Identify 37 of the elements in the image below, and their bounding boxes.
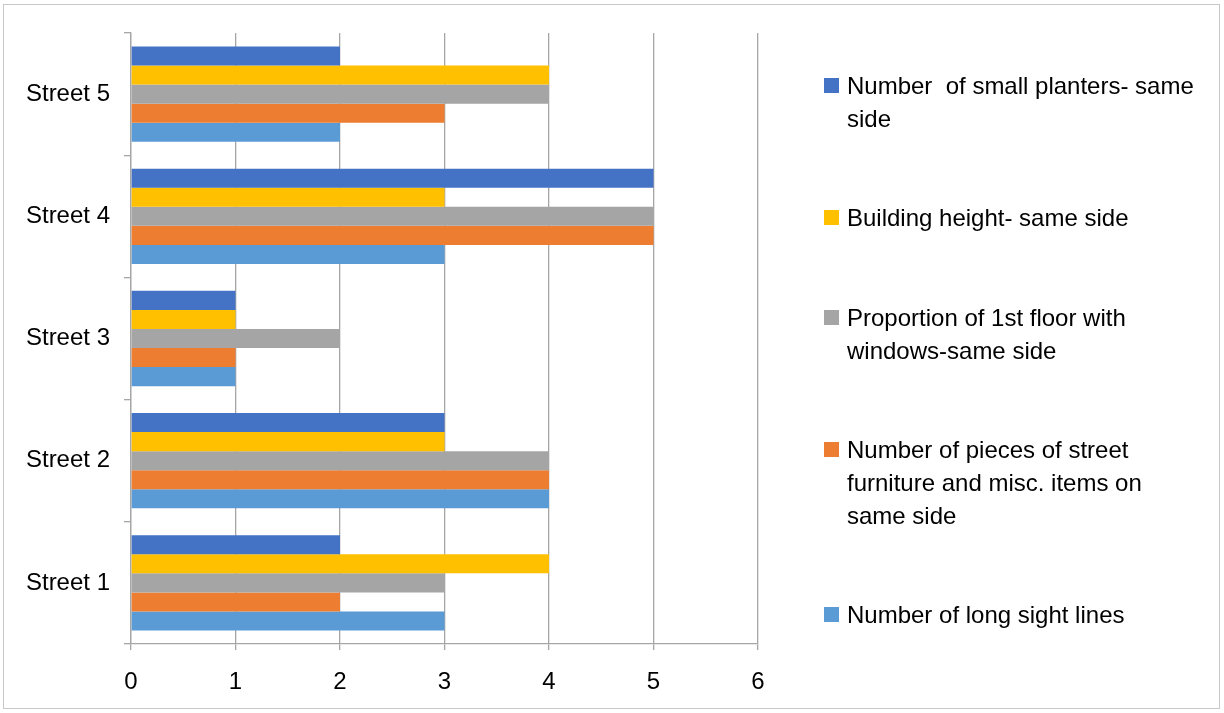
bar xyxy=(131,187,445,207)
bar xyxy=(131,489,549,509)
bar xyxy=(131,290,236,310)
bar xyxy=(131,309,236,329)
y-tick-label: Street 1 xyxy=(25,567,110,595)
x-tick-label: 6 xyxy=(751,667,765,695)
legend-label: Number of long sight lines xyxy=(847,600,1126,630)
bar xyxy=(131,592,340,612)
bar xyxy=(131,535,340,555)
y-tick-label: Street 3 xyxy=(25,323,110,351)
bar xyxy=(131,65,549,85)
bar xyxy=(131,348,236,368)
x-tick-label: 3 xyxy=(437,667,452,695)
bar xyxy=(131,413,445,433)
legend-label: Proportion of 1st floor with windows-same side xyxy=(847,302,1127,366)
x-tick-label: 1 xyxy=(228,667,243,695)
bar xyxy=(131,432,445,452)
bar xyxy=(131,225,654,245)
y-tick-label: Street 4 xyxy=(25,200,110,228)
x-tick-label: 2 xyxy=(333,667,347,695)
y-tick-label: Street 2 xyxy=(25,445,110,473)
x-tick-label: 0 xyxy=(124,667,138,695)
bar xyxy=(131,554,549,574)
bar xyxy=(131,122,340,142)
bar xyxy=(131,103,445,123)
x-tick-label: 4 xyxy=(542,667,556,695)
bar xyxy=(131,470,549,490)
bar xyxy=(131,46,340,66)
legend-label: Number of pieces of street furniture and misc. items on same side xyxy=(847,434,1143,531)
legend-label: Building height- same side xyxy=(847,203,1130,234)
bar xyxy=(131,611,445,631)
bar xyxy=(131,168,654,188)
legend-label: Number of small planters- same side xyxy=(847,71,1195,134)
bar xyxy=(131,367,236,387)
x-tick-label: 5 xyxy=(646,667,661,695)
y-tick-label: Street 5 xyxy=(25,78,110,106)
bar xyxy=(131,244,445,264)
